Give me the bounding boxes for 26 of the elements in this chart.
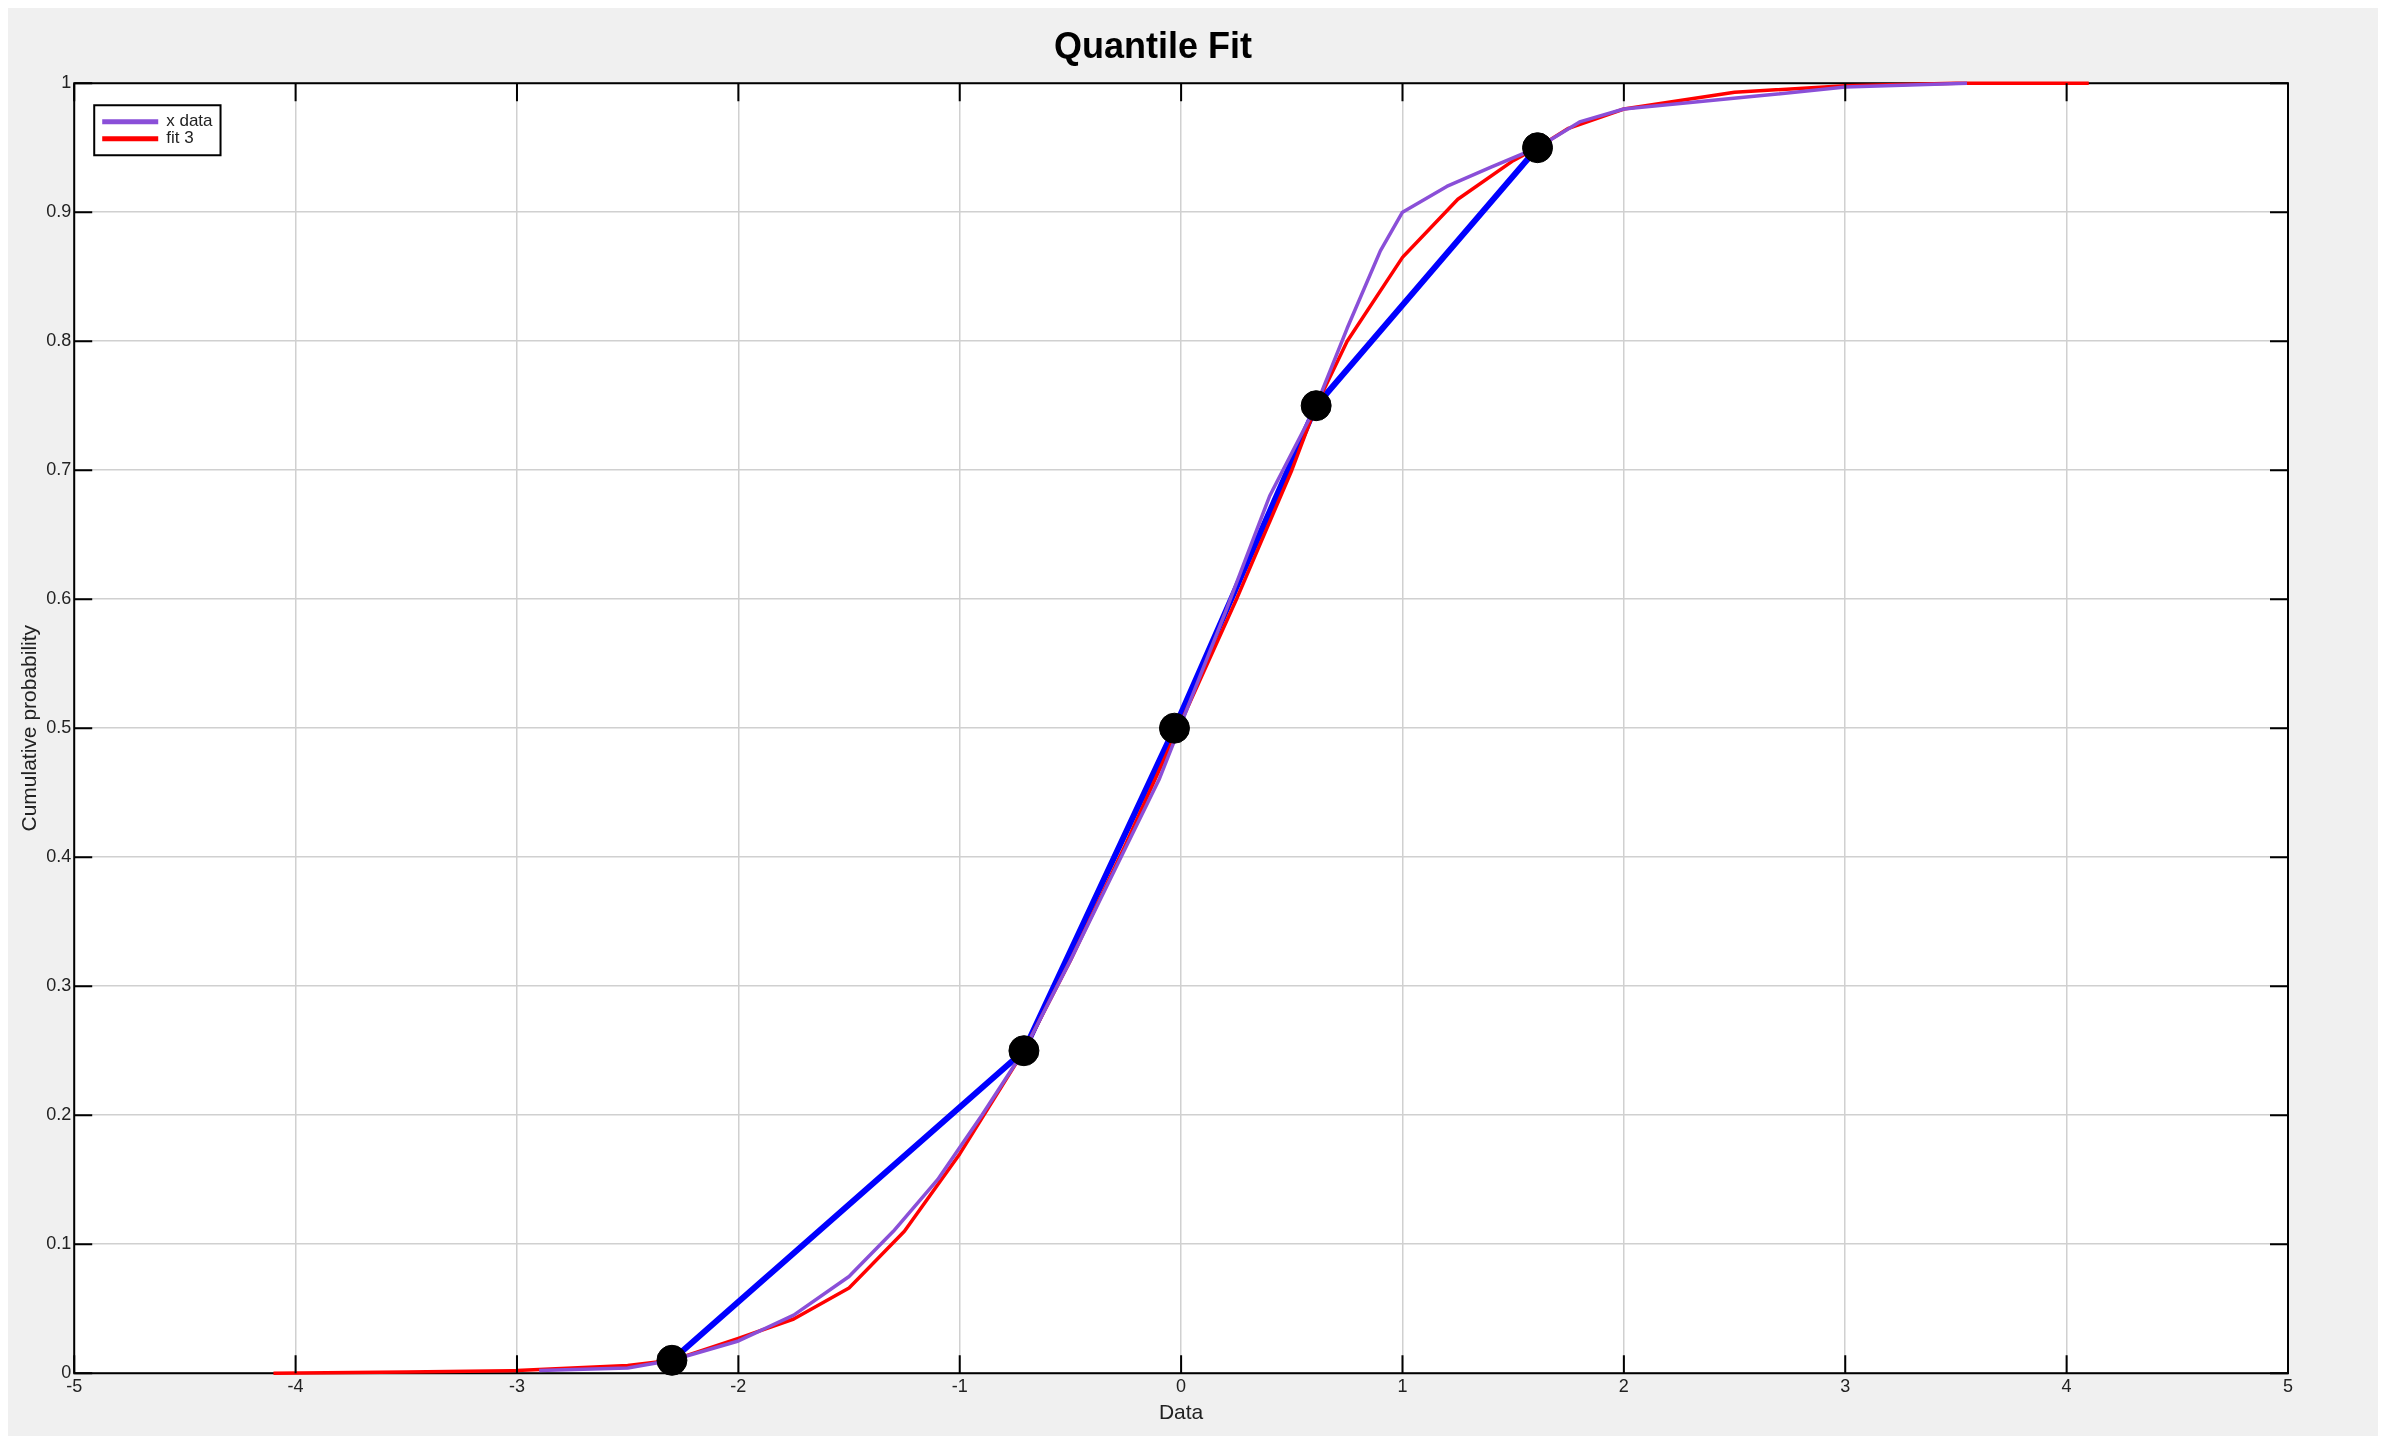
y-tick-label: 0: [61, 1362, 72, 1383]
y-tick-label: 0.8: [46, 330, 72, 351]
x-tick-label: 0: [1176, 1375, 1187, 1396]
x-tick-label: 3: [1840, 1375, 1851, 1396]
y-tick-label: 0.4: [46, 846, 72, 867]
legend-label: x data: [166, 111, 214, 131]
y-tick-label: 1: [61, 72, 72, 93]
y-tick-label: 0.5: [46, 717, 72, 738]
y-tick-label: 0.3: [46, 975, 72, 996]
x-tick-label: 2: [1618, 1375, 1629, 1396]
x-tick-label: -4: [287, 1375, 304, 1396]
y-axis-title: Cumulative probability: [17, 624, 41, 832]
y-tick-label: 0.6: [46, 588, 72, 609]
x-tick-label: -2: [730, 1375, 747, 1396]
y-tick-label: 0.9: [46, 201, 72, 222]
x-axis-title: Data: [1158, 1400, 1204, 1424]
y-tick-label: 0.2: [46, 1104, 72, 1125]
chart-title: Quantile Fit: [1054, 24, 1253, 66]
x-tick-label: -3: [508, 1375, 525, 1396]
x-tick-label: -1: [951, 1375, 968, 1396]
y-tick-label: 0.1: [46, 1233, 72, 1254]
x-tick-label: 5: [2282, 1375, 2294, 1396]
x-tick-label: 1: [1397, 1375, 1408, 1396]
x-tick-label: 4: [2061, 1375, 2072, 1396]
y-tick-label: 0.7: [46, 459, 72, 480]
legend-label: fit 3: [166, 128, 194, 148]
